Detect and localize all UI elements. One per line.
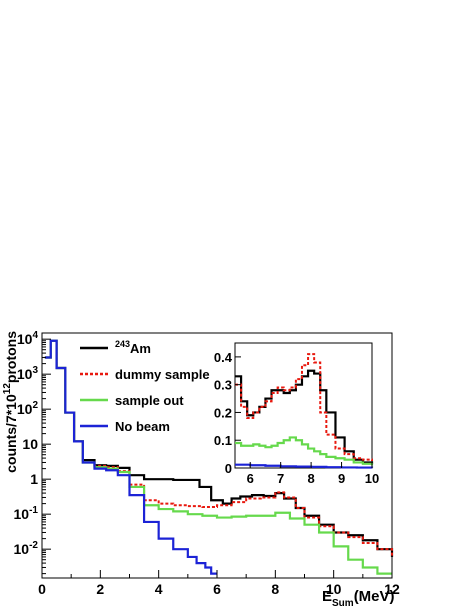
legend-label-0: 243Am — [115, 339, 151, 356]
x-tick-label: 10 — [326, 581, 342, 597]
inset-series-line-1 — [235, 353, 373, 462]
y-tick-label: 1 — [30, 471, 38, 487]
x-tick-label: 4 — [155, 581, 163, 597]
y-tick-label: 10 — [22, 436, 38, 452]
y-tick-label: 103 — [17, 365, 39, 382]
y-tick-label: 102 — [17, 400, 39, 417]
y-axis-label: counts/7*1012protons — [2, 331, 19, 473]
inset-x-tick-label: 10 — [365, 471, 379, 486]
y-tick-label: 10-2 — [14, 540, 39, 557]
x-tick-label: 2 — [96, 581, 104, 597]
inset-plot: 6 7 8 9 10 0 0.1 0.2 0.3 0.4 — [214, 342, 379, 486]
x-axis-label: ESum(MeV) — [322, 588, 395, 607]
legend: 243Am dummy sample sample out No beam — [80, 339, 210, 434]
inset-x-tick-label: 8 — [307, 471, 314, 486]
inset-y-tick-label: 0.2 — [214, 405, 232, 420]
inset-y-tick-label: 0.3 — [214, 378, 232, 393]
inset-x-tick-label: 7 — [277, 471, 284, 486]
y-tick-label: 10-1 — [14, 505, 39, 522]
inset-y-tick-label: 0.4 — [214, 350, 233, 365]
series-line-3 — [44, 339, 217, 575]
inset-x-tick-label: 9 — [338, 471, 345, 486]
legend-label-1: dummy sample — [115, 367, 210, 382]
inset-y-tick-label: 0.1 — [214, 433, 232, 448]
x-tick-label: 6 — [213, 581, 221, 597]
inset-x-tick-label: 6 — [247, 471, 254, 486]
x-tick-label: 0 — [38, 581, 46, 597]
inset-y-tick-label: 0 — [225, 461, 232, 476]
axis-titles: counts/7*1012protons ESum(MeV) — [2, 331, 395, 607]
y-tick-label: 104 — [17, 330, 39, 347]
inset-frame — [234, 342, 373, 469]
legend-label-3: No beam — [115, 419, 170, 434]
legend-label-2: sample out — [115, 393, 184, 408]
x-tick-label: 8 — [271, 581, 279, 597]
inset-series-line-2 — [235, 436, 374, 466]
x-tick-label: 12 — [384, 581, 400, 597]
